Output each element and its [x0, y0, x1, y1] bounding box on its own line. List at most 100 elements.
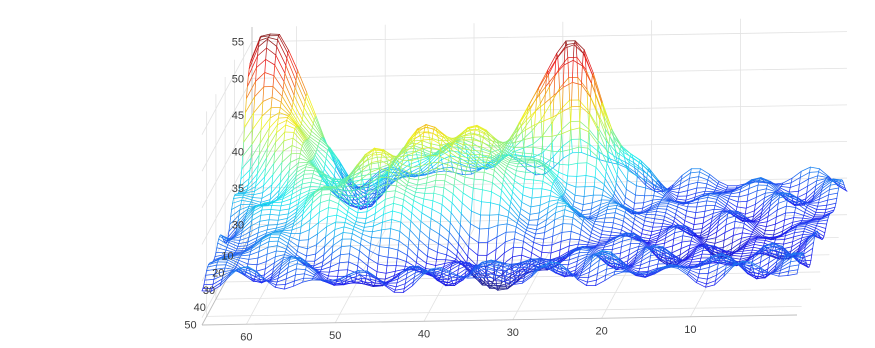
mesh-line-x — [623, 221, 632, 228]
mesh-line-x — [319, 208, 328, 213]
mesh-line-y — [467, 257, 468, 263]
mesh-line-x — [748, 191, 757, 195]
grid-line-z-back — [252, 141, 847, 151]
mesh-line-y — [677, 196, 678, 199]
mesh-line-x — [542, 189, 551, 191]
mesh-line-x — [420, 231, 429, 239]
mesh-line-x — [465, 177, 474, 179]
mesh-line-y — [383, 207, 384, 215]
mesh-line-y — [360, 169, 361, 172]
mesh-line-y — [572, 60, 573, 82]
mesh-line-x — [715, 240, 724, 243]
mesh-line-y — [674, 233, 675, 239]
mesh-line-y — [414, 196, 415, 201]
mesh-line-y — [608, 145, 609, 154]
mesh-line-x — [504, 247, 513, 253]
mesh-line-y — [697, 203, 698, 208]
mesh-line-y — [329, 200, 330, 208]
mesh-line-x — [775, 226, 784, 230]
mesh-line-y — [746, 201, 747, 208]
mesh-line-y — [329, 194, 330, 200]
mesh-line-y — [418, 240, 419, 249]
mesh-line-y — [678, 193, 679, 197]
mesh-line-y — [594, 177, 595, 186]
mesh-line-y — [817, 206, 818, 209]
mesh-line-x — [756, 240, 765, 241]
mesh-line-y — [805, 210, 806, 213]
mesh-line-y — [465, 172, 466, 178]
mesh-line-y — [806, 207, 807, 210]
mesh-line-x — [717, 186, 726, 190]
mesh-line-y — [457, 251, 458, 256]
mesh-line-x — [580, 128, 589, 132]
mesh-line-y — [591, 203, 592, 209]
mesh-line-x — [780, 188, 789, 192]
mesh-line-y — [278, 36, 279, 40]
mesh-line-y — [764, 231, 765, 234]
mesh-line-x — [467, 167, 476, 168]
mesh-line-y — [705, 206, 706, 212]
mesh-line-y — [633, 223, 634, 227]
mesh-line-x — [405, 195, 414, 201]
mesh-line-x — [268, 39, 277, 46]
mesh-line-y — [509, 207, 510, 212]
mesh-line-y — [570, 231, 571, 239]
mesh-line-x — [594, 187, 603, 191]
mesh-line-y — [585, 176, 586, 187]
mesh-line-y — [621, 241, 622, 247]
mesh-line-x — [545, 95, 554, 103]
mesh-line-x — [321, 194, 330, 195]
mesh-line-y — [553, 95, 554, 117]
mesh-line-y — [338, 204, 339, 209]
mesh-line-y — [431, 164, 432, 167]
mesh-line-y — [836, 198, 837, 203]
mesh-line-x — [560, 246, 569, 250]
mesh-line-y — [583, 197, 584, 205]
mesh-line-x — [781, 187, 790, 188]
mesh-line-y — [582, 205, 583, 211]
mesh-line-y — [418, 174, 419, 180]
mesh-line-y — [479, 229, 480, 243]
mesh-line-y — [732, 236, 733, 243]
mesh-line-x — [300, 230, 309, 234]
mesh-line-x — [448, 249, 457, 256]
mesh-line-y — [672, 246, 673, 253]
mesh-line-y — [345, 219, 346, 223]
mesh-line-y — [793, 218, 794, 223]
mesh-line-y — [545, 168, 546, 171]
mesh-line-y — [442, 137, 443, 140]
mesh-line-x — [635, 203, 644, 204]
mesh-line-y — [334, 170, 335, 176]
mesh-line-x — [607, 208, 616, 209]
mesh-line-y — [550, 104, 551, 124]
mesh-line-y — [612, 223, 613, 228]
mesh-line-y — [725, 225, 726, 233]
mesh-line-x — [544, 117, 553, 121]
mesh-line-y — [591, 229, 592, 232]
mesh-line-x — [284, 82, 293, 103]
mesh-line-x — [515, 175, 524, 179]
mesh-line-x — [234, 195, 243, 196]
mesh-line-y — [826, 205, 827, 209]
mesh-line-x — [606, 213, 615, 214]
mesh-line-x — [267, 48, 276, 55]
mesh-line-y — [568, 165, 569, 176]
mesh-line-x — [535, 238, 544, 239]
mesh-line-x — [412, 213, 421, 221]
mesh-line-x — [488, 237, 497, 242]
mesh-line-y — [512, 192, 513, 197]
mesh-line-x — [621, 249, 630, 253]
mesh-line-y — [446, 255, 447, 260]
mesh-line-x — [385, 197, 394, 200]
mesh-line-y — [825, 229, 826, 233]
mesh-line-y — [514, 232, 515, 239]
mesh-line-y — [318, 223, 319, 234]
mesh-line-x — [257, 59, 266, 67]
mesh-line-x — [311, 203, 320, 211]
mesh-line-y — [437, 244, 438, 253]
mesh-line-y — [838, 188, 839, 193]
mesh-line-y — [666, 209, 667, 213]
mesh-line-x — [716, 202, 725, 208]
mesh-line-x — [379, 177, 388, 178]
mesh-line-y — [254, 97, 255, 113]
